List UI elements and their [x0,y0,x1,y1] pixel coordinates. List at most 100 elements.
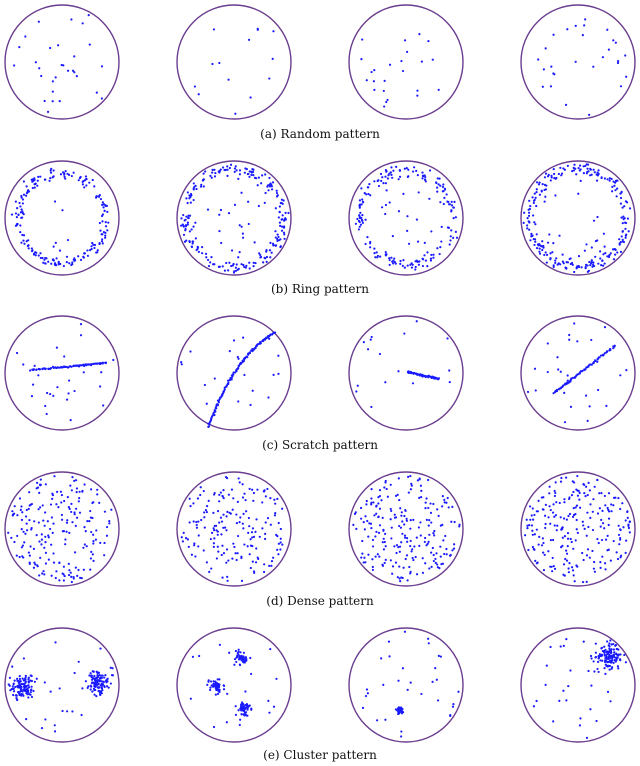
defect-point [414,555,417,559]
defect-point [572,574,575,577]
defect-point [549,258,552,261]
defect-point [63,574,66,578]
defect-point [543,553,546,557]
defect-point [605,650,608,654]
defect-point [216,530,219,533]
defect-point [184,537,188,540]
defect-point [44,483,47,486]
defect-point [264,495,267,498]
defect-point [244,707,247,710]
defect-point [614,660,617,663]
defect-point [526,390,530,394]
defect-point [546,342,549,345]
defect-point [28,491,31,494]
defect-point [594,656,597,659]
defect-point [436,699,440,702]
defect-point [238,521,241,524]
defect-point [454,230,457,233]
defect-point [614,253,617,256]
defect-point [582,558,585,562]
defect-point [235,660,238,664]
defect-point [18,686,21,689]
defect-point [276,535,279,538]
defect-point [108,522,111,525]
defect-point [572,490,575,494]
defect-point [277,216,280,219]
defect-point [196,245,199,249]
defect-point [32,368,35,371]
defect-point [264,521,267,524]
defect-point [276,239,279,243]
defect-point [242,336,245,339]
defect-point [255,518,258,521]
defect-point [612,346,615,350]
defect-point [23,684,27,688]
defect-point [606,690,610,693]
defect-point [218,521,221,524]
defect-point [268,337,271,340]
defect-point [448,203,451,206]
defect-point [395,544,399,547]
defect-point [43,546,46,549]
defect-point [561,172,564,175]
defect-point [443,501,446,504]
defect-point [548,485,551,488]
defect-point [458,523,461,526]
defect-point [428,197,431,200]
defect-point [398,545,402,548]
defect-point [23,687,26,691]
defect-point [384,381,387,384]
defect-point [103,510,107,513]
defect-point [435,552,438,555]
defect-point [46,520,49,523]
defect-point [104,361,108,364]
defect-point [37,254,40,257]
defect-point [234,269,238,272]
defect-point [558,234,561,237]
defect-point [542,541,545,545]
defect-point [251,560,254,563]
defect-point [610,667,613,670]
defect-point [221,544,224,547]
defect-point [564,557,567,561]
defect-point [81,687,84,690]
defect-point [537,543,540,546]
defect-point [22,556,25,559]
defect-point [591,528,595,532]
defect-point [249,566,252,570]
defect-point [528,199,531,202]
defect-point [27,247,30,250]
defect-point [261,174,264,177]
defect-point [441,505,444,508]
defect-point [233,545,236,549]
defect-point [584,164,587,168]
defect-point [617,59,620,63]
wafer-map-scratch-2 [176,315,292,431]
defect-point [369,522,373,525]
defect-point [585,580,588,583]
defect-point [195,520,198,524]
defect-point [243,492,246,495]
defect-point [427,478,430,482]
defect-point [538,535,541,538]
defect-point [37,508,40,511]
defect-point [90,550,93,553]
defect-point [237,400,240,403]
defect-point [581,34,584,37]
defect-point [93,185,96,188]
defect-point [187,216,190,220]
defect-point [29,689,33,692]
defect-point [195,526,199,529]
defect-point [526,227,529,230]
defect-point [378,524,382,527]
defect-point [194,221,197,224]
defect-point [88,249,92,252]
defect-point [531,196,534,199]
defect-point [572,506,575,510]
defect-point [598,653,601,656]
defect-point [276,233,279,236]
defect-point [188,194,191,197]
defect-point [617,496,620,500]
defect-point [592,263,595,267]
defect-point [439,184,442,187]
